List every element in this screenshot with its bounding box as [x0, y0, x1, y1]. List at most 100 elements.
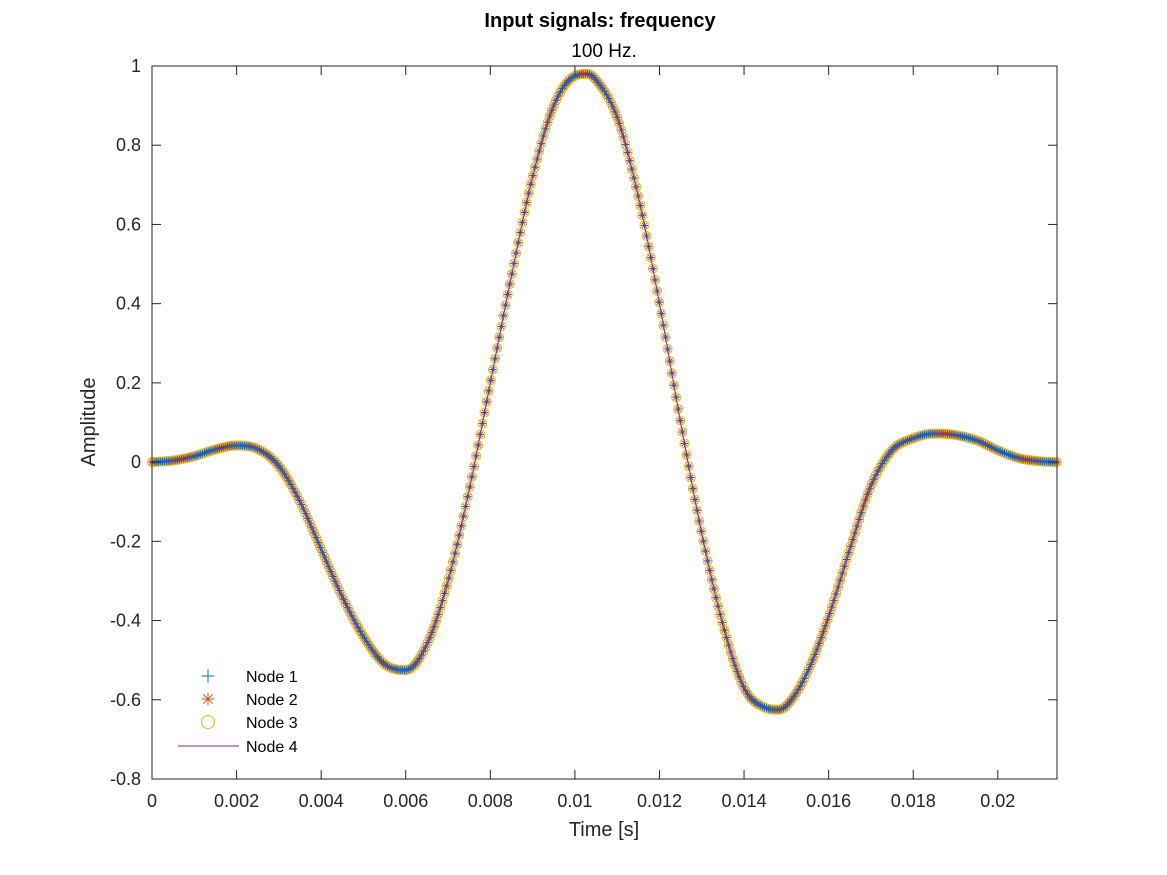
- marker-node-3: [685, 472, 696, 483]
- marker-node-3: [473, 440, 484, 451]
- marker-node-3: [671, 392, 682, 403]
- x-tick-label: 0.016: [806, 791, 851, 811]
- marker-node-3: [513, 237, 524, 248]
- marker-node-3: [687, 483, 698, 494]
- marker-node-3: [502, 289, 513, 300]
- marker-node-3: [504, 279, 515, 290]
- legend-item-node-3: Node 3: [201, 715, 298, 732]
- marker-node-3: [675, 415, 686, 426]
- marker-node-3: [807, 654, 818, 665]
- legend-marker-swatch: [201, 669, 215, 683]
- marker-node-3: [631, 181, 642, 192]
- marker-node-3: [485, 375, 496, 386]
- marker-node-3: [662, 344, 673, 355]
- marker-node-3: [469, 461, 480, 472]
- marker-node-3: [534, 146, 545, 157]
- marker-node-3: [645, 252, 656, 263]
- y-tick-label: 0.4: [116, 294, 141, 314]
- marker-node-3: [536, 138, 547, 149]
- marker-node-3: [635, 200, 646, 211]
- marker-node-3: [683, 461, 694, 472]
- marker-node-3: [673, 403, 684, 414]
- marker-node-3: [515, 227, 526, 238]
- ticks-layer: 0 0.002 0.004 0.006 0.008 0.01 0.012 0.014 0.016…: [110, 56, 1057, 811]
- marker-node-3: [696, 526, 707, 537]
- marker-node-3: [647, 263, 658, 274]
- y-tick-label: -0.8: [110, 769, 141, 789]
- marker-node-3: [458, 511, 469, 522]
- x-tick-label: 0.012: [637, 791, 682, 811]
- x-tick-label: 0.002: [214, 791, 259, 811]
- marker-node-3: [660, 332, 671, 343]
- marker-node-3: [704, 565, 715, 576]
- x-tick-label: 0.01: [557, 791, 592, 811]
- marker-node-3: [715, 609, 726, 620]
- marker-node-3: [706, 574, 717, 585]
- marker-node-3: [690, 494, 700, 505]
- marker-node-3: [637, 210, 648, 221]
- marker-node-3: [492, 342, 503, 353]
- marker-node-3: [620, 139, 631, 150]
- marker-node-3: [471, 450, 482, 461]
- marker-node-3: [475, 429, 486, 440]
- chart-title: Input signals: frequency: [484, 10, 716, 32]
- marker-node-3: [466, 471, 477, 482]
- marker-node-3: [441, 580, 452, 591]
- y-tick-label: -0.6: [110, 690, 141, 710]
- marker-node-3: [479, 407, 490, 418]
- marker-node-3: [500, 300, 511, 311]
- marker-node-3: [809, 649, 820, 660]
- x-tick-label: 0.004: [299, 791, 344, 811]
- marker-node-3: [664, 356, 675, 367]
- marker-node-3: [483, 385, 494, 396]
- marker-node-3: [698, 536, 709, 547]
- marker-node-3: [426, 627, 437, 638]
- marker-node-3: [641, 230, 652, 241]
- x-tick-label: 0.006: [383, 791, 428, 811]
- y-tick-label: -0.2: [110, 531, 141, 551]
- marker-node-3: [694, 515, 705, 526]
- y-tick-label: 0.8: [116, 135, 141, 155]
- marker-node-3: [656, 308, 667, 319]
- marker-node-3: [652, 286, 663, 297]
- y-axis-title: Amplitude: [78, 378, 100, 467]
- plot-frame: [151, 65, 1058, 780]
- marker-node-3: [702, 555, 713, 566]
- y-tick-label: 1: [131, 56, 141, 76]
- marker-node-3: [481, 396, 492, 407]
- marker-node-3: [487, 364, 498, 375]
- x-tick-label: 0.008: [468, 791, 513, 811]
- marker-node-3: [452, 539, 463, 550]
- marker-node-3: [717, 617, 728, 628]
- marker-node-3: [532, 153, 543, 164]
- marker-node-3: [719, 625, 730, 636]
- legend-label: Node 3: [246, 715, 298, 732]
- legend-item-node-4: Node 4: [178, 739, 298, 756]
- legend-items: Node 1 Node 2 Node 3 Node 4: [178, 669, 298, 756]
- marker-node-3: [443, 573, 454, 584]
- marker-node-3: [668, 380, 679, 391]
- legend-marker-swatch: [201, 715, 215, 729]
- x-tick-label: 0.02: [980, 791, 1015, 811]
- marker-node-3: [521, 197, 532, 208]
- marker-node-3: [456, 520, 467, 531]
- marker-node-3: [498, 310, 509, 321]
- x-axis-title: Time [s]: [569, 819, 639, 841]
- marker-node-3: [643, 241, 654, 252]
- marker-node-3: [677, 427, 688, 438]
- marker-node-3: [490, 353, 501, 364]
- y-tick-label: -0.4: [110, 611, 141, 631]
- marker-node-3: [734, 671, 745, 682]
- legend-marker-swatch: [201, 692, 215, 706]
- legend-label: Node 2: [246, 692, 298, 709]
- marker-node-3: [523, 188, 534, 199]
- x-tick-label: 0: [147, 791, 157, 811]
- plot-area: [152, 66, 1057, 779]
- marker-node-3: [509, 258, 519, 269]
- series-line-node-4: [151, 73, 1058, 711]
- marker-node-3: [658, 320, 669, 331]
- chart-subtitle: 100 Hz.: [571, 41, 636, 62]
- y-tick-label: 0: [131, 452, 141, 472]
- marker-node-3: [494, 332, 505, 343]
